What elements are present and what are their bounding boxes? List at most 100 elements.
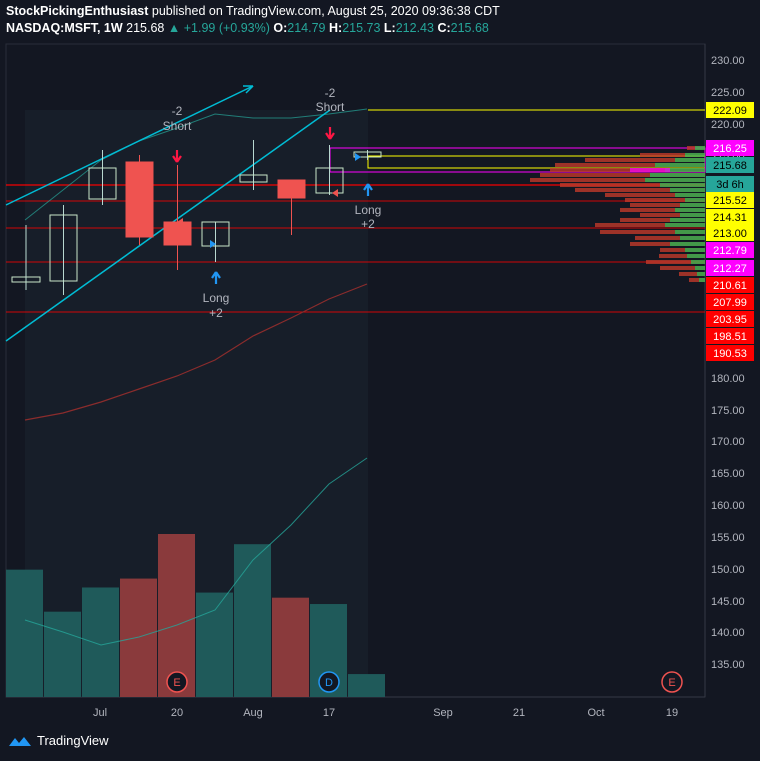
x-tick-label: 17 xyxy=(323,707,335,719)
publish-line: StockPickingEnthusiast published on Trad… xyxy=(6,4,756,18)
trade-flag-icon xyxy=(210,240,216,248)
trend-arrow-head xyxy=(243,85,254,94)
volume-profile-up xyxy=(699,278,705,282)
price-tag-label: 212.27 xyxy=(713,263,747,275)
volume-profile-up xyxy=(675,158,705,162)
volume-profile-down xyxy=(595,223,665,227)
price-tag xyxy=(706,345,754,361)
volume-profile-down xyxy=(630,203,680,207)
volume-profile-down xyxy=(555,163,655,167)
y-tick-label: 220.00 xyxy=(711,119,745,131)
volume-profile-up xyxy=(670,218,705,222)
volume-profile-down xyxy=(620,208,675,212)
volume-profile-down xyxy=(660,248,685,252)
volume-profile-up xyxy=(650,173,705,177)
volume-profile-down xyxy=(550,168,665,172)
event-label: D xyxy=(325,677,333,689)
volume-profile-down xyxy=(635,236,680,240)
symbol-label[interactable]: NASDAQ:MSFT, 1W xyxy=(6,21,123,35)
ma-line-red xyxy=(24,283,368,421)
volume-profile-down xyxy=(600,230,675,234)
signal-label: Long xyxy=(203,291,230,305)
y-tick-label: 145.00 xyxy=(711,596,745,608)
volume-profile-up xyxy=(645,178,705,182)
price-tag xyxy=(706,277,754,293)
volume-profile-up xyxy=(695,266,705,270)
volume-profile-down xyxy=(640,213,680,217)
price-tag-label: 190.53 xyxy=(713,348,747,360)
volume-profile-down xyxy=(659,254,687,258)
signal-label: Short xyxy=(316,100,345,114)
volume-profile-up xyxy=(660,183,705,187)
volume-profile-up xyxy=(685,198,705,202)
event-badge xyxy=(661,671,683,693)
x-tick-label: Jul xyxy=(93,707,107,719)
x-tick-label: 21 xyxy=(513,707,525,719)
price-tag xyxy=(706,242,754,258)
volume-profile-down xyxy=(687,146,695,150)
y-tick-label: 170.00 xyxy=(711,436,745,448)
x-tick-label: 19 xyxy=(666,707,678,719)
ma-line-green xyxy=(24,108,368,221)
volume-bar xyxy=(234,544,271,697)
price-tag-label: 210.61 xyxy=(713,280,747,292)
x-tick-label: 20 xyxy=(171,707,183,719)
volume-profile-down xyxy=(620,218,670,222)
volume-profile-down xyxy=(646,260,691,264)
volume-bar xyxy=(120,578,157,697)
short-arrow-icon xyxy=(325,127,335,140)
volume-profile-poc xyxy=(630,168,670,172)
author-name[interactable]: StockPickingEnthusiast xyxy=(6,4,149,18)
volume-profile-up xyxy=(691,260,705,264)
volume-profile-down xyxy=(560,183,660,187)
y-tick-label: 135.00 xyxy=(711,659,745,671)
price-tag xyxy=(706,225,754,241)
volume-profile-down xyxy=(605,193,675,197)
y-tick-label: 180.00 xyxy=(711,373,745,385)
price-tag-label: 214.31 xyxy=(713,212,747,224)
volume-profile-down xyxy=(640,153,685,157)
volume-profile-down xyxy=(575,188,670,192)
y-tick-label: 160.00 xyxy=(711,500,745,512)
event-label: E xyxy=(668,677,675,689)
volume-bar xyxy=(158,534,195,697)
chart-header: StockPickingEnthusiast published on Trad… xyxy=(6,4,756,35)
published-text: published on TradingView.com, August 25,… xyxy=(151,4,500,18)
candle-body xyxy=(353,151,382,158)
price-tag-label: 3d 6h xyxy=(716,179,744,191)
price-tag-label: 207.99 xyxy=(713,297,747,309)
signal-label: -2 xyxy=(325,86,336,100)
volume-profile-down xyxy=(540,173,650,177)
price-change: ▲ +1.99 (+0.93%) xyxy=(167,21,270,35)
candle-body xyxy=(11,276,41,283)
volume-profile-up xyxy=(697,272,705,276)
y-tick-label: 230.00 xyxy=(711,55,745,67)
y-tick-label: 140.00 xyxy=(711,627,745,639)
price-tag xyxy=(706,328,754,344)
volume-profile-up xyxy=(675,208,705,212)
signal-label: +2 xyxy=(209,306,223,320)
brand-name[interactable]: TradingView xyxy=(37,733,109,748)
x-tick-label: Sep xyxy=(433,707,453,719)
price-tag xyxy=(706,192,754,208)
tradingview-logo-icon[interactable] xyxy=(8,734,32,748)
low-value: 212.43 xyxy=(395,21,434,35)
high-label: H: xyxy=(328,21,343,35)
event-badge xyxy=(318,671,340,693)
price-tag-label: 203.95 xyxy=(713,314,747,326)
ohlc-legend: NASDAQ:MSFT, 1W 215.68 ▲ +1.99 (+0.93%) … xyxy=(6,21,756,35)
volume-bar xyxy=(44,611,81,697)
event-badge xyxy=(166,671,188,693)
signal-label: +2 xyxy=(361,217,375,231)
volume-profile-up xyxy=(675,193,705,197)
price-tag-label: 212.79 xyxy=(713,245,747,257)
volume-profile-up xyxy=(670,242,705,246)
volume-profile-down xyxy=(630,242,670,246)
price-tag-label: 198.51 xyxy=(713,331,747,343)
short-arrow-icon xyxy=(172,150,182,163)
volume-profile-up xyxy=(680,213,705,217)
trade-flag-icon xyxy=(332,189,338,197)
candle-body xyxy=(125,161,154,238)
last-price: 215.68 xyxy=(126,21,165,35)
